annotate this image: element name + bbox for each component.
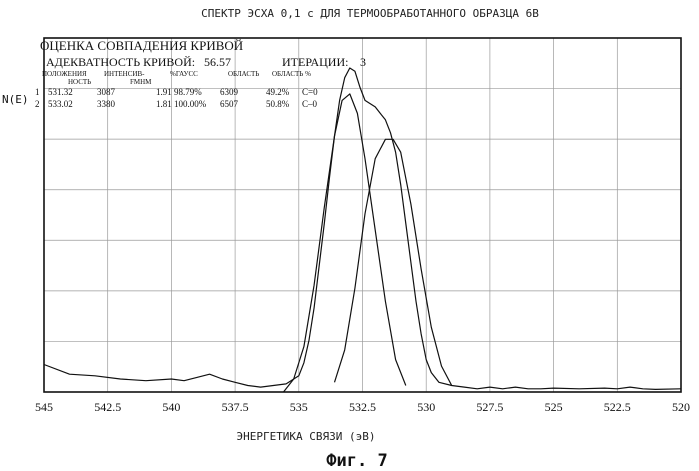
x-tick-label: 522.5 bbox=[604, 400, 631, 414]
fit-table-cell: 50.8% bbox=[266, 99, 290, 109]
fit-table-cell: 98.79% bbox=[174, 87, 202, 97]
fit-table-cell: 1.81 bbox=[156, 99, 172, 109]
x-tick-label: 535 bbox=[290, 400, 308, 414]
y-axis-label: N(E) bbox=[2, 93, 29, 106]
x-tick-label: 532.5 bbox=[349, 400, 376, 414]
fit-column-subheader: FMHM bbox=[130, 78, 152, 86]
fit-table-cell: 2 bbox=[35, 99, 40, 109]
fit-table-rows: 1 531.32 3087 1.9198.79% 6309 49.2% C=0 2 533.02… bbox=[35, 87, 318, 109]
x-axis-ticks: 545 542.5 540 537.5 535 532.5 530 527.5 525 522.5… bbox=[35, 400, 690, 414]
fit-column-header: ОБЛАСТЬ bbox=[228, 70, 259, 78]
x-axis-label: ЭНЕРГЕТИКА СВЯЗИ (эВ) bbox=[236, 430, 375, 443]
fit-table-header: ПОЛОЖЕНИЯНОСТЬ ИНТЕНСИВ-FMHM %ГАУСС ОБЛАСТЬ… bbox=[42, 70, 311, 86]
fit-table-cell: 6507 bbox=[220, 99, 239, 109]
figure-caption: Фиг. 7 bbox=[326, 451, 387, 471]
x-tick-label: 545 bbox=[35, 400, 53, 414]
x-tick-label: 527.5 bbox=[476, 400, 503, 414]
fit-column-header: %ГАУСС bbox=[170, 70, 198, 78]
fit-table-cell: 533.02 bbox=[48, 99, 73, 109]
fit-table-cell: 1.91 bbox=[156, 87, 172, 97]
x-tick-label: 537.5 bbox=[222, 400, 249, 414]
x-tick-label: 540 bbox=[162, 400, 180, 414]
chart-title: СПЕКТР ЭСХА 0,1 с ДЛЯ ТЕРМООБРАБОТАННОГО… bbox=[201, 7, 539, 20]
fit-table-cell: 531.32 bbox=[48, 87, 73, 97]
fit-column-header: ИНТЕНСИВ- bbox=[104, 70, 145, 78]
adequacy-label: АДЕКВАТНОСТЬ КРИВОЙ: bbox=[46, 55, 195, 69]
iterations-label: ИТЕРАЦИИ: bbox=[282, 55, 348, 69]
fit-table-cell: 100.00% bbox=[174, 99, 207, 109]
x-tick-label: 525 bbox=[545, 400, 563, 414]
fit-column-header: ПОЛОЖЕНИЯ bbox=[42, 70, 87, 78]
fit-column-header: ОБЛАСТЬ % bbox=[272, 70, 311, 78]
x-tick-label: 530 bbox=[417, 400, 435, 414]
x-tick-label: 520 bbox=[672, 400, 690, 414]
fit-table-cell: 49.2% bbox=[266, 87, 290, 97]
fit-table-cell: C=0 bbox=[302, 87, 318, 97]
fit-table-cell: 1 bbox=[35, 87, 40, 97]
fit-panel: ОЦЕНКА СОВПАДЕНИЯ КРИВОЙ АДЕКВАТНОСТЬ КР… bbox=[35, 38, 366, 109]
fit-panel-heading: ОЦЕНКА СОВПАДЕНИЯ КРИВОЙ bbox=[40, 38, 243, 53]
fit-table-cell: 3087 bbox=[97, 87, 116, 97]
fit-column-subheader: НОСТЬ bbox=[68, 78, 91, 86]
grid bbox=[44, 38, 681, 392]
adequacy-value: 56.57 bbox=[204, 55, 231, 69]
fit-table-cell: 3380 bbox=[97, 99, 116, 109]
fit-table-cell: C–0 bbox=[302, 99, 318, 109]
iterations-value: 3 bbox=[360, 55, 366, 69]
fit-table-cell: 6309 bbox=[220, 87, 239, 97]
x-tick-label: 542.5 bbox=[94, 400, 121, 414]
